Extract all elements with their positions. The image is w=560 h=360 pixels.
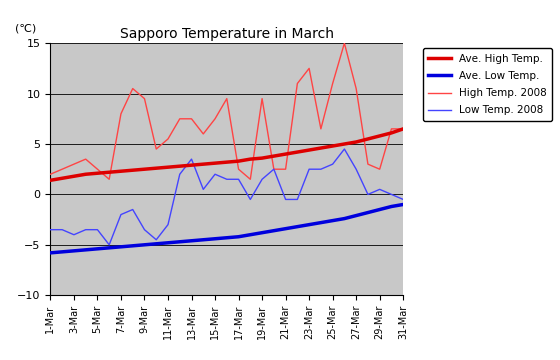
Title: Sapporo Temperature in March: Sapporo Temperature in March (120, 27, 334, 41)
Legend: Ave. High Temp., Ave. Low Temp., High Temp. 2008, Low Temp. 2008: Ave. High Temp., Ave. Low Temp., High Te… (423, 48, 552, 121)
Text: (℃): (℃) (15, 23, 36, 33)
